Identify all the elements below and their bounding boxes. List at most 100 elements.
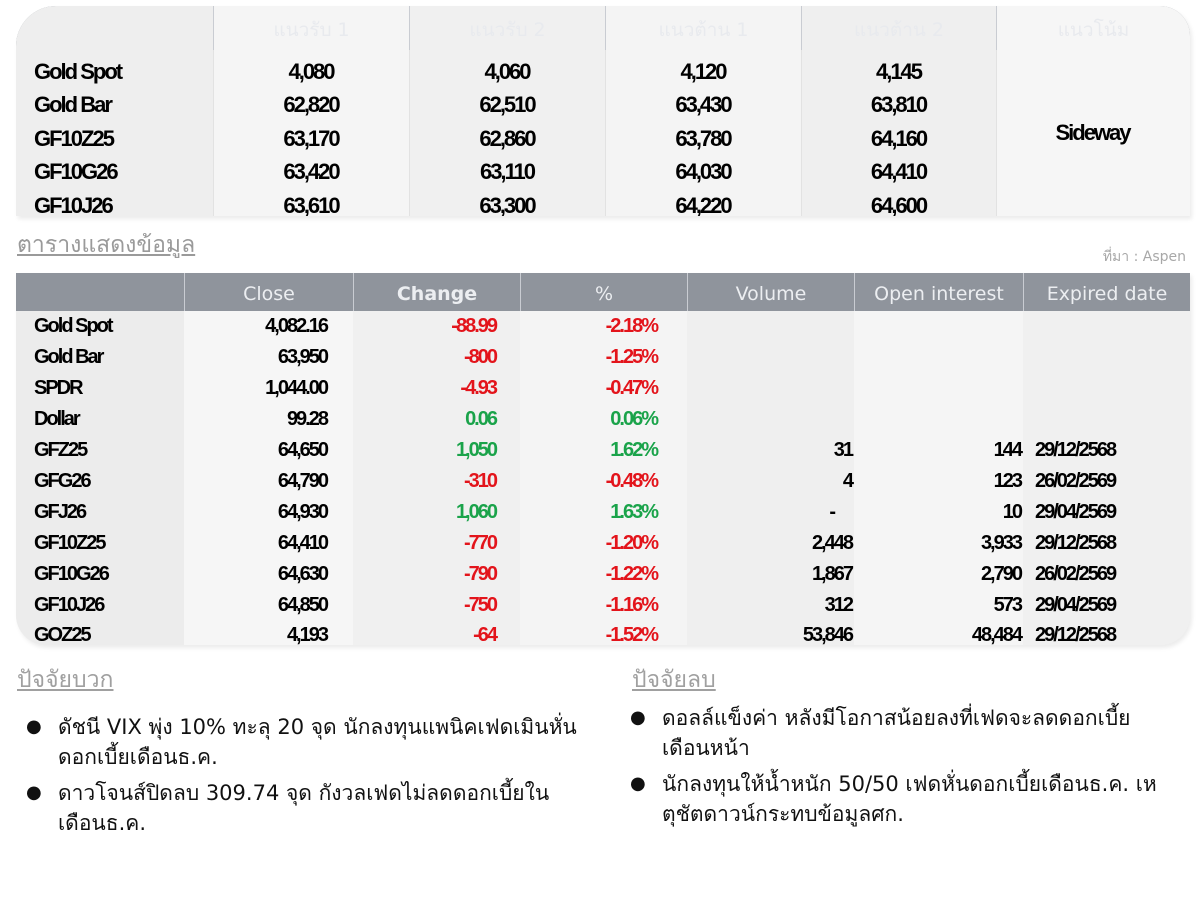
volume-value: 2,448	[811, 532, 854, 554]
instrument-name: GFJ26	[34, 501, 87, 523]
volume-value	[687, 342, 854, 373]
volume-value: 1,867	[811, 563, 854, 585]
column-backgrounds	[16, 50, 1190, 216]
instrument-name: Dollar	[34, 408, 81, 430]
header-cell-expired-date: Expired date	[1023, 273, 1190, 311]
open-interest-value: 573	[993, 594, 1023, 616]
negative-factors-list: ● ดอลล์แข็งค่า หลังมีโอกาสน้อยลงที่เฟดจะ…	[626, 703, 1166, 835]
percent-value: 1.63%	[610, 501, 659, 523]
instrument-name: SPDR	[34, 377, 84, 399]
close-value: 64,650	[277, 439, 329, 461]
instrument-name: GFZ25	[34, 439, 88, 461]
header-cell-open-interest: Open interest	[854, 273, 1023, 311]
close-value: 64,850	[277, 594, 329, 616]
support-2: 62,510	[479, 92, 536, 117]
close-value: 64,930	[277, 501, 329, 523]
support-1: 63,610	[283, 193, 340, 216]
expiry-value: 29/04/2569	[1035, 594, 1117, 616]
percent-value: -1.20%	[605, 532, 659, 554]
open-interest-value: 48,484	[971, 624, 1023, 645]
column-backgrounds	[16, 311, 1190, 645]
instrument-name: GF10J26	[34, 193, 114, 216]
expiry-value	[1023, 311, 1190, 342]
close-value: 64,790	[277, 470, 329, 492]
percent-value: -2.18%	[605, 315, 659, 337]
volume-value: 312	[824, 594, 854, 616]
instrument-name: Gold Bar	[34, 346, 104, 368]
list-item: ● ดัชนี VIX พุ่ง 10% ทะลุ 20 จุด นักลงทุ…	[22, 712, 582, 772]
percent-value: 0.06%	[610, 408, 659, 430]
volume-value: -	[829, 501, 836, 523]
resistance-1: 64,030	[675, 159, 732, 184]
trend-value: Sideway	[1055, 120, 1131, 145]
header-cell-change: Change	[353, 273, 520, 311]
table-row: GFZ25 64,650 1,050 1.62% 31 144 29/12/25…	[16, 435, 1190, 466]
volume-value: 53,846	[802, 624, 854, 645]
volume-value	[687, 404, 854, 435]
header-cell-name	[16, 6, 213, 50]
percent-value: 1.62%	[610, 439, 659, 461]
header-cell-percent: %	[520, 273, 687, 311]
change-value: -770	[463, 532, 498, 554]
close-value: 64,410	[277, 532, 329, 554]
table-row: Gold Spot 4,082.16 -88.99 -2.18%	[16, 311, 1190, 342]
table-row: GF10Z25 64,410 -770 -1.20% 2,448 3,933 2…	[16, 528, 1190, 559]
table-row: GFJ26 64,930 1,060 1.63% - 10 29/04/2569	[16, 497, 1190, 528]
header-cell-support-1: แนวรับ 1	[213, 6, 409, 50]
instrument-name: GF10J26	[34, 594, 105, 616]
support-1: 62,820	[283, 92, 340, 117]
header-cell-resistance-2: แนวต้าน 2	[801, 6, 996, 50]
header-cell-name	[16, 273, 184, 311]
close-value: 99.28	[286, 408, 329, 430]
support-1: 63,420	[283, 159, 340, 184]
resistance-2: 64,600	[870, 193, 928, 216]
factor-text: ดาวโจนส์ปิดลบ 309.74 จุด กังวลเฟดไม่ลดดอ…	[58, 781, 550, 835]
expiry-value: 29/04/2569	[1035, 501, 1117, 523]
table-row: GF10J26 64,850 -750 -1.16% 312 573 29/04…	[16, 590, 1190, 621]
positive-factors-list: ● ดัชนี VIX พุ่ง 10% ทะลุ 20 จุด นักลงทุ…	[22, 712, 582, 844]
resistance-2: 64,160	[870, 126, 928, 151]
open-interest-value: 10	[1002, 501, 1023, 523]
bullet-icon: ●	[630, 773, 646, 794]
open-interest-value: 144	[993, 439, 1023, 461]
support-2: 4,060	[484, 59, 531, 84]
open-interest-value	[854, 311, 1023, 342]
open-interest-value: 123	[993, 470, 1023, 492]
change-value: -310	[463, 470, 498, 492]
close-value: 4,193	[286, 624, 329, 645]
expiry-value	[1023, 373, 1190, 404]
expiry-value: 29/12/2568	[1035, 624, 1117, 645]
expiry-value	[1023, 342, 1190, 373]
support-1: 63,170	[283, 126, 340, 151]
table-row: GOZ25 4,193 -64 -1.52% 53,846 48,484 29/…	[16, 620, 1190, 645]
instrument-name: GF10G26	[34, 159, 119, 184]
factor-text: นักลงทุนให้น้ำหนัก 50/50 เฟดหั่นดอกเบี้ย…	[662, 772, 1157, 826]
table-header: Close Change % Volume Open interest Expi…	[16, 273, 1190, 311]
resistance-2: 63,810	[870, 92, 928, 117]
positive-factors-title: ปัจจัยบวก	[17, 667, 114, 693]
resistance-1: 63,430	[675, 92, 732, 117]
expiry-value: 26/02/2569	[1035, 563, 1117, 585]
change-value: 1,050	[455, 439, 498, 461]
header-cell-close: Close	[184, 273, 353, 311]
table-row: GF10J26 63,610 63,300 64,220 64,600	[16, 189, 1190, 216]
instrument-name: GF10G26	[34, 563, 110, 585]
table-row: GF10Z25 63,170 62,860 63,780 64,160	[16, 122, 1190, 155]
volume-value: 4	[842, 470, 854, 492]
resistance-1: 63,780	[675, 126, 732, 151]
negative-factors-title: ปัจจัยลบ	[632, 667, 716, 693]
support-2: 63,110	[479, 159, 536, 184]
resistance-2: 4,145	[875, 59, 923, 84]
open-interest-value	[854, 373, 1023, 404]
resistance-1: 4,120	[680, 59, 727, 84]
list-item: ● ดอลล์แข็งค่า หลังมีโอกาสน้อยลงที่เฟดจะ…	[626, 703, 1166, 763]
support-2: 63,300	[479, 193, 536, 216]
support-2: 62,860	[479, 126, 536, 151]
table-row: Gold Spot 4,080 4,060 4,120 4,145	[16, 55, 1190, 88]
factor-text: ดัชนี VIX พุ่ง 10% ทะลุ 20 จุด นักลงทุนแ…	[58, 715, 577, 769]
volume-value	[687, 311, 854, 342]
instrument-name: Gold Bar	[34, 92, 113, 117]
change-value: -64	[473, 624, 498, 645]
table-row: GF10G26 63,420 63,110 64,030 64,410	[16, 155, 1190, 188]
instrument-name: GF10Z25	[34, 126, 115, 151]
